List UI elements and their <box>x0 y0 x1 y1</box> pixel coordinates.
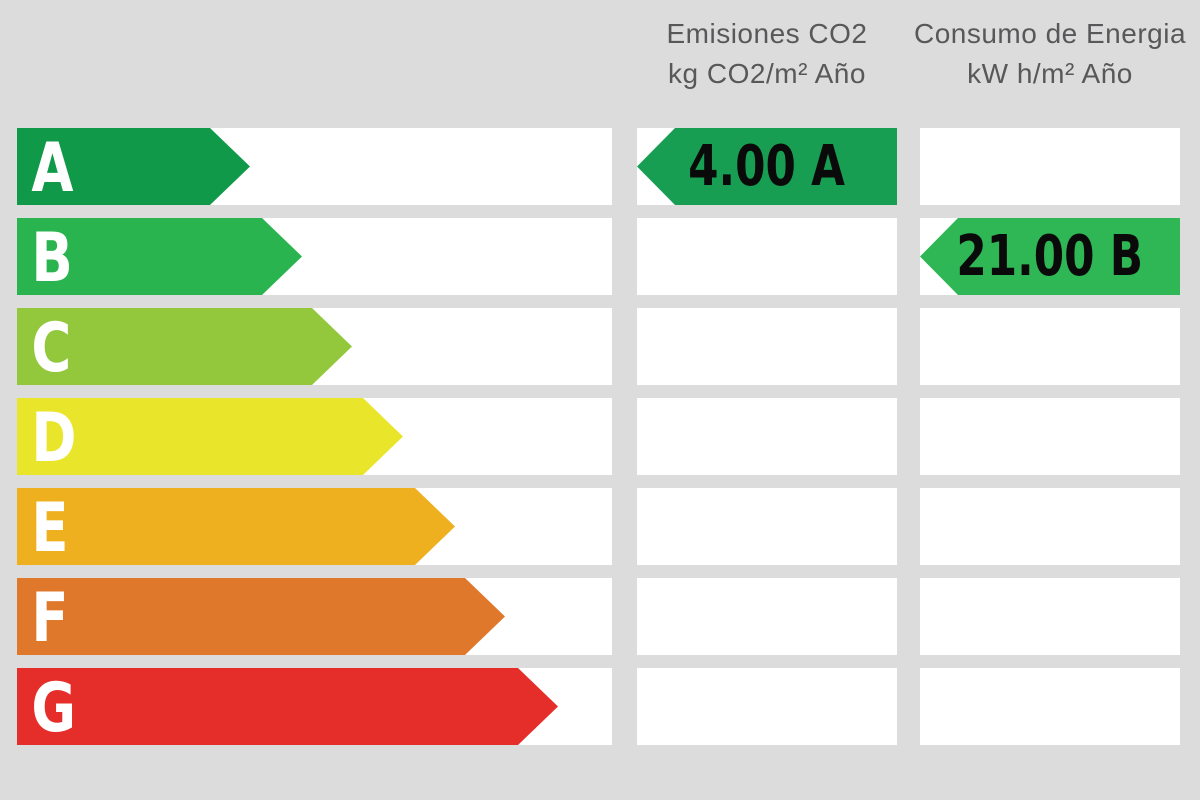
grade-bar-track: G <box>17 668 612 745</box>
co2-column-header: Emisiones CO2 kg CO2/m² Año <box>617 14 917 94</box>
grade-bar-track: B <box>17 218 612 295</box>
grade-bar-arrow: F <box>17 578 505 655</box>
grade-bar-track: C <box>17 308 612 385</box>
grade-letter: D <box>31 398 77 478</box>
co2-header-line1: Emisiones CO2 <box>666 18 868 49</box>
grade-letter: B <box>31 218 73 298</box>
grade-letter: E <box>31 488 69 568</box>
co2-rating-arrow: 4.00 A <box>637 128 897 205</box>
energy-value-cell <box>920 398 1180 475</box>
grade-letter: G <box>31 668 77 748</box>
grade-bar-track: E <box>17 488 612 565</box>
grade-bar-arrow: B <box>17 218 302 295</box>
co2-value-cell <box>637 218 897 295</box>
energy-header-line1: Consumo de Energia <box>913 18 1187 49</box>
rating-row-d: D <box>0 398 1200 475</box>
co2-header-line2: kg CO2/m² Año <box>668 58 866 89</box>
energy-value-cell: 21.00 B <box>920 218 1180 295</box>
energy-value-cell <box>920 488 1180 565</box>
energy-value-cell <box>920 668 1180 745</box>
co2-value-cell <box>637 488 897 565</box>
rating-row-g: G <box>0 668 1200 745</box>
rating-row-a: A 4.00 A <box>0 128 1200 205</box>
energy-value-cell <box>920 578 1180 655</box>
energy-column-header: Consumo de Energia kW h/m² Año <box>900 14 1200 94</box>
energy-rating-arrow: 21.00 B <box>920 218 1180 295</box>
grade-bar-track: D <box>17 398 612 475</box>
grade-bar-arrow: G <box>17 668 558 745</box>
rating-row-f: F <box>0 578 1200 655</box>
grade-bar-track: A <box>17 128 612 205</box>
co2-value-cell <box>637 398 897 475</box>
co2-value-cell <box>637 308 897 385</box>
grade-bar-arrow: E <box>17 488 455 565</box>
co2-value-cell: 4.00 A <box>637 128 897 205</box>
rating-row-e: E <box>0 488 1200 565</box>
co2-value-cell <box>637 578 897 655</box>
energy-value-cell <box>920 308 1180 385</box>
co2-rating-value: 4.00 A <box>688 133 846 199</box>
energy-value-cell <box>920 128 1180 205</box>
co2-value-cell <box>637 668 897 745</box>
grade-bar-arrow: D <box>17 398 403 475</box>
grade-bar-arrow: C <box>17 308 352 385</box>
energy-header-line2: kW h/m² Año <box>967 58 1133 89</box>
grade-letter: F <box>31 578 69 658</box>
energy-rating-value: 21.00 B <box>956 223 1144 289</box>
rating-row-c: C <box>0 308 1200 385</box>
grade-bar-track: F <box>17 578 612 655</box>
grade-bar-arrow: A <box>17 128 250 205</box>
rating-row-b: B 21.00 B <box>0 218 1200 295</box>
grade-letter: C <box>31 308 72 388</box>
grade-letter: A <box>31 128 74 208</box>
